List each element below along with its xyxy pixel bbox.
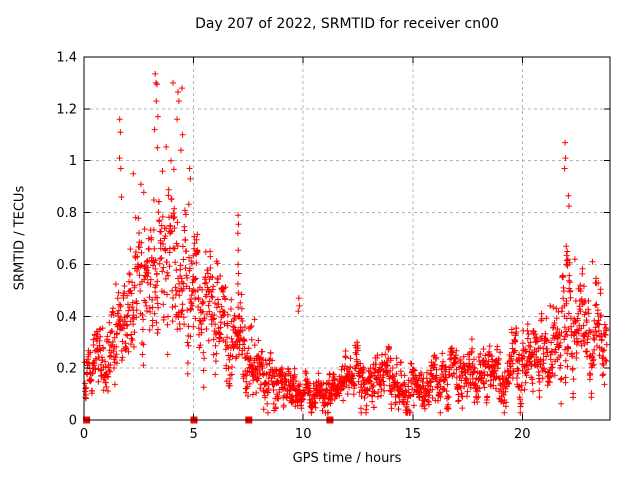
plot-border bbox=[83, 56, 611, 421]
y-tick-label: 1 bbox=[69, 154, 77, 169]
y-tick-label: 1.2 bbox=[56, 102, 77, 117]
y-tick-label: 0.8 bbox=[56, 206, 77, 221]
scatter-points bbox=[81, 70, 610, 416]
grid-lines bbox=[84, 57, 610, 420]
x-axis-label: GPS time / hours bbox=[292, 451, 402, 466]
y-tick-label: 0.6 bbox=[56, 258, 77, 273]
y-tick-label: 0.2 bbox=[56, 362, 77, 377]
y-tick-label: 0 bbox=[69, 414, 77, 429]
x-tick-label: 0 bbox=[80, 427, 88, 442]
x-tick-label: 15 bbox=[405, 427, 422, 442]
y-tick-label: 0.4 bbox=[56, 310, 77, 325]
x-tick-label: 10 bbox=[295, 427, 312, 442]
x-tick-label: 5 bbox=[189, 427, 197, 442]
chart-title: Day 207 of 2022, SRMTID for receiver cn0… bbox=[195, 16, 499, 32]
y-tick-label: 1.4 bbox=[56, 51, 77, 66]
x-tick-label: 20 bbox=[514, 427, 531, 442]
